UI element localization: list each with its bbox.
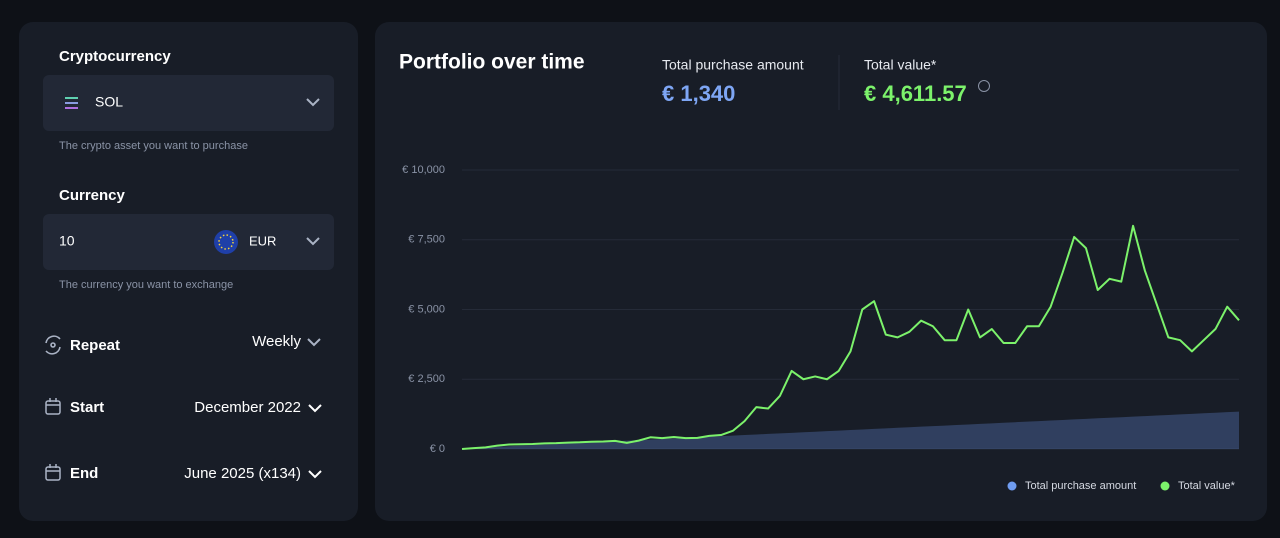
value[interactable]: Weekly <box>252 333 301 350</box>
crypto-select[interactable] <box>43 75 334 131</box>
chevron[interactable] <box>308 470 322 479</box>
legend-label: Total value* <box>1178 480 1236 492</box>
label: Currency <box>59 187 126 204</box>
label: End <box>70 465 98 482</box>
currency-code: EUR <box>249 233 276 248</box>
line <box>461 224 1240 450</box>
sol-icon <box>65 97 78 109</box>
eu-flag <box>214 230 238 254</box>
stat-value: € 4,611.57 <box>864 81 967 106</box>
label: Repeat <box>70 337 120 354</box>
currency-input[interactable] <box>43 214 334 270</box>
form-panel <box>19 22 358 521</box>
value: SOL <box>95 94 123 110</box>
area <box>462 411 1239 449</box>
label: Start <box>70 399 104 416</box>
info-icon[interactable] <box>978 80 990 92</box>
calendar-icon <box>45 398 61 415</box>
legend-dot <box>1160 481 1170 491</box>
stat-value: € 1,340 <box>662 81 735 106</box>
chevron[interactable] <box>307 338 321 347</box>
y-tick-label: € 7,500 <box>408 234 445 246</box>
repeat-icon <box>45 335 61 355</box>
y-tick-label: € 0 <box>430 443 445 455</box>
calendar-icon <box>45 464 61 481</box>
label: Cryptocurrency <box>59 48 171 65</box>
legend-label: Total purchase amount <box>1025 480 1136 492</box>
y-tick-label: € 2,500 <box>408 373 445 385</box>
chevron[interactable] <box>308 404 322 413</box>
y-tick-label: € 5,000 <box>408 303 445 315</box>
chart-panel <box>375 22 1267 521</box>
stat-label: Total purchase amount <box>662 57 804 73</box>
y-tick-label: € 10,000 <box>402 164 445 176</box>
legend-dot <box>1007 481 1017 491</box>
amount: 10 <box>59 233 75 249</box>
value[interactable]: December 2022 <box>194 399 301 416</box>
chevron[interactable] <box>306 237 320 246</box>
stat-label: Total value* <box>864 57 937 73</box>
help: The crypto asset you want to purchase <box>59 140 248 152</box>
chevron <box>306 98 320 107</box>
value[interactable]: June 2025 (x134) <box>184 465 301 482</box>
chart-title: Portfolio over time <box>399 51 585 74</box>
help: The currency you want to exchange <box>59 279 233 291</box>
eu-stars <box>218 234 234 250</box>
